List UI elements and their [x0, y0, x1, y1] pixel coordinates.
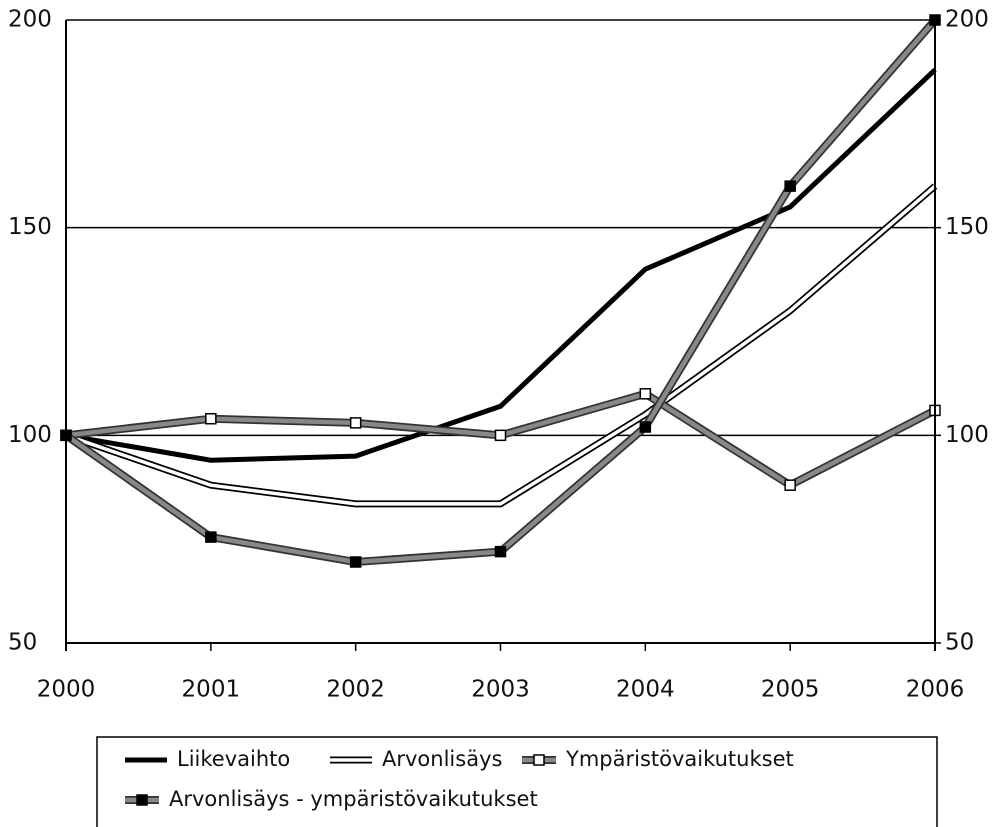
marker — [349, 556, 362, 568]
x-tick-label: 2002 — [326, 677, 385, 703]
lines — [60, 14, 941, 568]
legend-box — [96, 736, 938, 827]
y2-tick-label: 150 — [945, 214, 989, 240]
y-tick-label: 200 — [8, 7, 52, 33]
marker — [494, 545, 507, 558]
y-tick-label: 50 — [8, 630, 37, 656]
marker — [349, 417, 362, 429]
legend: Liikevaihto Arvonlisäys Ympäristövaikutuks… — [96, 736, 938, 827]
y2-tick-label: 50 — [945, 630, 974, 656]
x-tick-label: 2004 — [616, 677, 675, 703]
y-tick-label: 100 — [8, 422, 52, 448]
series-line — [65, 68, 937, 463]
x-tick-label: 2000 — [37, 677, 96, 703]
marker — [136, 794, 148, 806]
marker — [205, 531, 217, 543]
marker — [639, 421, 652, 433]
y2-tick-label: 100 — [945, 422, 989, 448]
x-tick-label: 2003 — [471, 677, 530, 703]
legend-label: Liikevaihto — [177, 747, 290, 771]
axes: 50 100 150 200 50 100 150 200 2000 2001 2002 2003 20… — [8, 7, 989, 703]
x-tick-label: 2001 — [182, 677, 241, 703]
marker — [494, 429, 507, 442]
x-tick-label: 2006 — [906, 677, 965, 703]
legend-label: Arvonlisäys - ympäristövaikutukset — [169, 787, 538, 811]
x-tick-label: 2005 — [761, 677, 820, 703]
marker — [784, 180, 796, 192]
marker — [205, 412, 217, 425]
y-tick-label: 150 — [8, 214, 52, 240]
series-line — [65, 184, 937, 506]
y2-tick-label: 200 — [945, 7, 989, 33]
marker — [533, 754, 545, 766]
marker — [639, 388, 652, 400]
legend-label: Ympäristövaikutukset — [565, 747, 794, 771]
marker — [784, 479, 796, 491]
legend-label: Arvonlisäys — [382, 747, 502, 771]
